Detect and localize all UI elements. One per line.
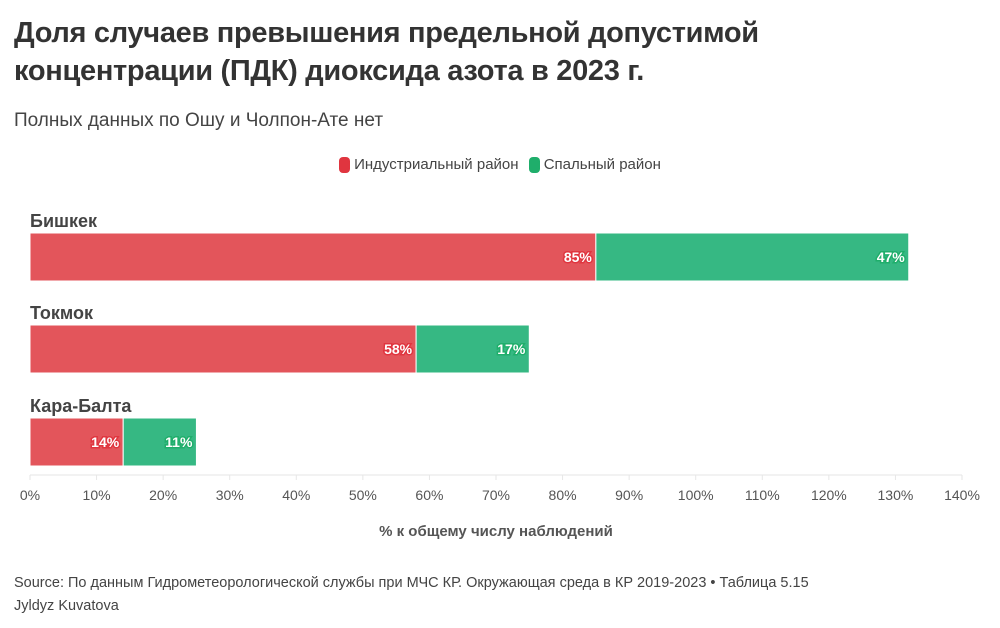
title-line-2: концентрации (ПДК) диоксида азота в 2023… <box>14 55 644 87</box>
category-label: Бишкек <box>30 211 98 231</box>
data-label: 11% <box>165 434 193 450</box>
x-tick-label: 20% <box>149 487 177 503</box>
source-text: Source: По данным Гидрометеорологической… <box>14 575 809 591</box>
x-tick-label: 50% <box>349 487 377 503</box>
x-tick-label: 100% <box>678 487 714 503</box>
data-label: 58% <box>384 341 413 357</box>
category-label: Кара-Балта <box>30 396 132 416</box>
x-axis-title: % к общему числу наблюдений <box>379 523 613 540</box>
legend-swatch-industrial <box>339 156 351 173</box>
bar-residential <box>595 232 910 282</box>
legend: Индустриальный район Спальный район <box>0 156 1000 177</box>
x-tick-label: 70% <box>482 487 510 503</box>
x-tick-label: 80% <box>549 487 577 503</box>
x-tick-label: 110% <box>745 487 780 503</box>
x-tick-label: 120% <box>811 487 847 503</box>
legend-item-industrial: Индустриальный район <box>339 156 519 173</box>
legend-item-residential: Спальный район <box>528 156 661 173</box>
source-note: Source: По данным Гидрометеорологической… <box>14 572 809 618</box>
x-tick-label: 10% <box>83 487 111 503</box>
bar-residential <box>122 417 197 467</box>
chart-title: Доля случаев превышения предельной допус… <box>14 14 759 90</box>
category-label: Токмок <box>30 303 94 323</box>
x-tick-label: 130% <box>878 487 914 503</box>
x-tick-label: 0% <box>20 487 40 503</box>
legend-label-residential: Спальный район <box>543 156 661 173</box>
data-label: 85% <box>564 249 593 265</box>
bar-industrial <box>29 417 124 467</box>
x-tick-label: 140% <box>944 487 980 503</box>
x-tick-label: 30% <box>216 487 244 503</box>
x-tick-label: 90% <box>615 487 643 503</box>
legend-swatch-residential <box>528 156 540 173</box>
bar-residential <box>415 324 530 374</box>
x-tick-label: 60% <box>415 487 443 503</box>
chart-subtitle: Полных данных по Ошу и Чолпон-Ате нет <box>14 110 384 131</box>
data-label: 17% <box>497 341 526 357</box>
bar-industrial <box>29 324 417 374</box>
data-label: 47% <box>877 249 906 265</box>
data-label: 14% <box>91 434 120 450</box>
bar-industrial <box>29 232 597 282</box>
x-tick-label: 40% <box>282 487 310 503</box>
title-line-1: Доля случаев превышения предельной допус… <box>14 17 759 49</box>
author-credit: Jyldyz Kuvatova <box>14 598 119 614</box>
legend-label-industrial: Индустриальный район <box>354 156 519 173</box>
